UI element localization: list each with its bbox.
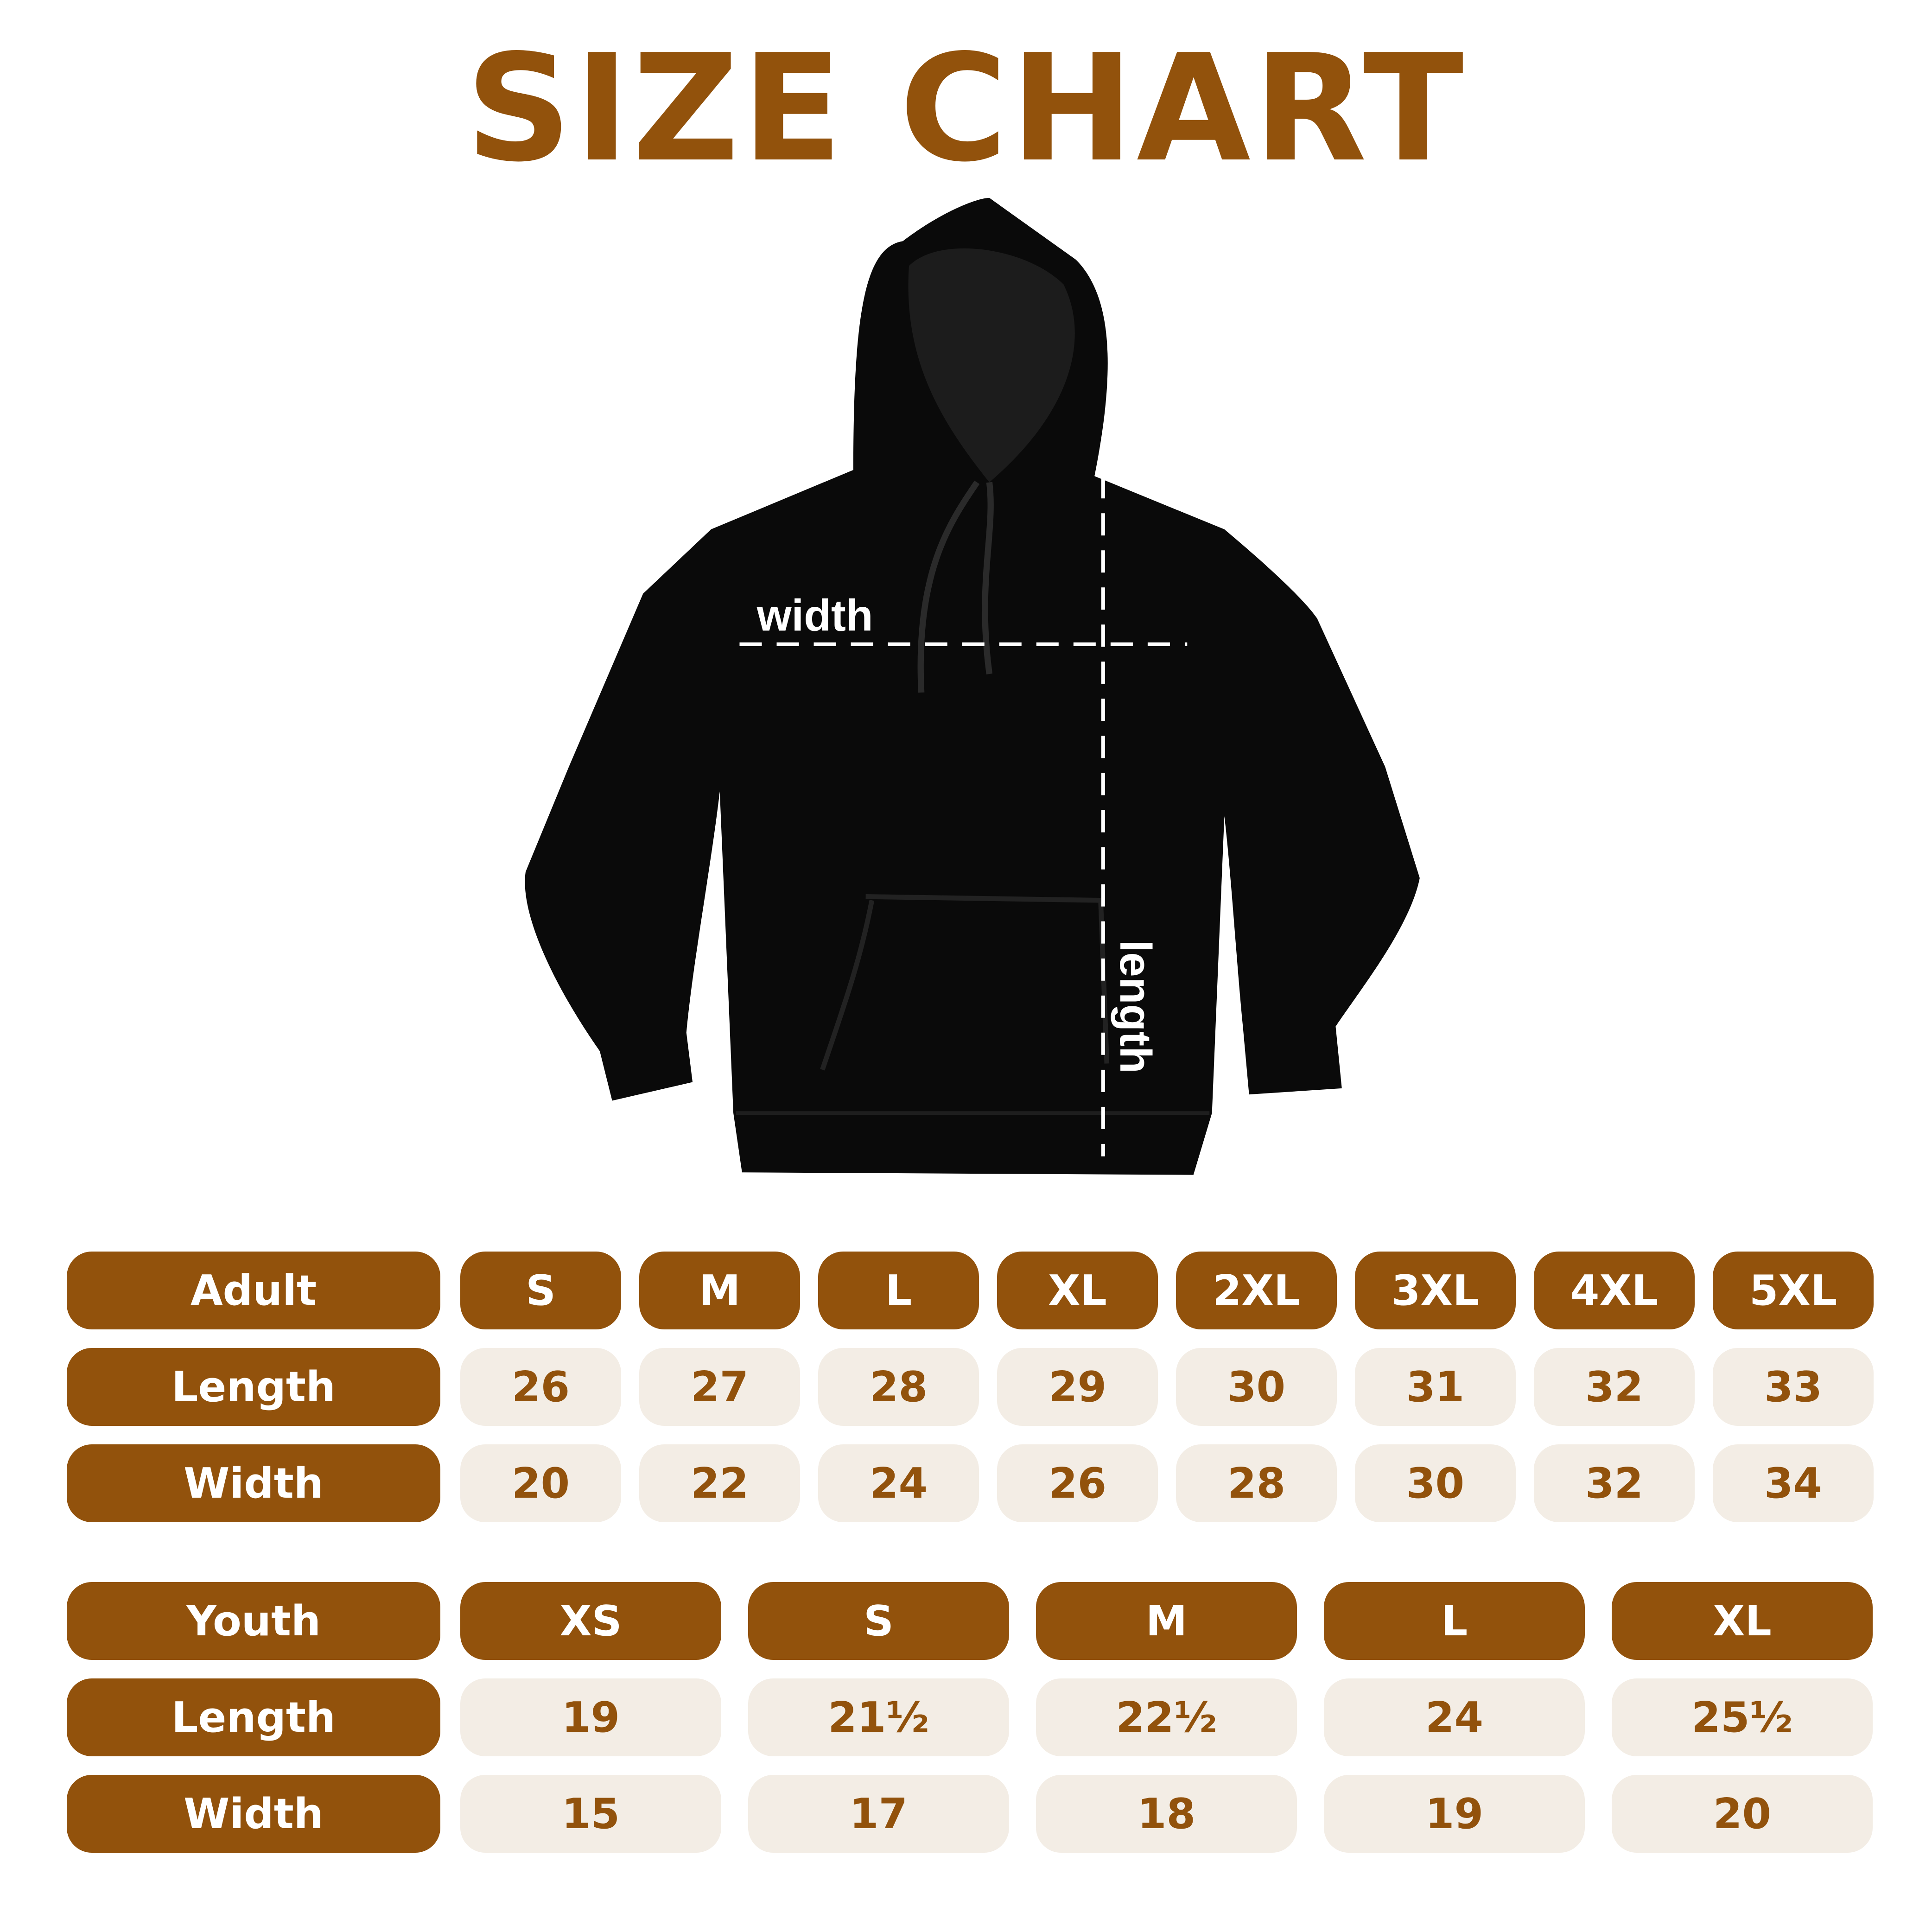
youth-size-header: XS <box>460 1582 721 1660</box>
adult-row-label: Width <box>67 1444 440 1522</box>
adult-cell: 22 <box>639 1444 800 1522</box>
hoodie-body <box>525 197 1420 1175</box>
youth-row-label: Length <box>67 1678 440 1756</box>
adult-cell: 30 <box>1355 1444 1516 1522</box>
adult-size-header: S <box>460 1252 621 1329</box>
youth-cell: 18 <box>1036 1775 1297 1853</box>
adult-size-header: M <box>639 1252 800 1329</box>
adult-size-header: 5XL <box>1713 1252 1874 1329</box>
adult-cell: 26 <box>460 1348 621 1426</box>
youth-cell: 20 <box>1612 1775 1873 1853</box>
adult-cell: 32 <box>1534 1348 1695 1426</box>
youth-row-label: Width <box>67 1775 440 1853</box>
adult-cell: 28 <box>1176 1444 1337 1522</box>
adult-size-header: XL <box>997 1252 1158 1329</box>
hood-opening <box>908 248 1075 483</box>
adult-cell: 26 <box>997 1444 1158 1522</box>
youth-cell: 24 <box>1324 1678 1585 1756</box>
adult-cell: 28 <box>818 1348 979 1426</box>
adult-size-header: 4XL <box>1534 1252 1695 1329</box>
adult-row-label: Length <box>67 1348 440 1426</box>
adult-cell: 33 <box>1713 1348 1874 1426</box>
youth-cell: 15 <box>460 1775 721 1853</box>
youth-cell: 19 <box>1324 1775 1585 1853</box>
adult-cell: 20 <box>460 1444 621 1522</box>
adult-size-header: 2XL <box>1176 1252 1337 1329</box>
adult-cell: 24 <box>818 1444 979 1522</box>
youth-cell: 19 <box>460 1678 721 1756</box>
youth-size-header: M <box>1036 1582 1297 1660</box>
adult-cell: 30 <box>1176 1348 1337 1426</box>
adult-cell: 27 <box>639 1348 800 1426</box>
adult-size-header: L <box>818 1252 979 1329</box>
youth-cell: 25½ <box>1612 1678 1873 1756</box>
adult-cell: 29 <box>997 1348 1158 1426</box>
adult-size-header: 3XL <box>1355 1252 1516 1329</box>
page-title: SIZE CHART <box>465 23 1467 194</box>
youth-header-label: Youth <box>67 1582 440 1660</box>
youth-cell: 22½ <box>1036 1678 1297 1756</box>
drawstring-left <box>917 480 980 693</box>
youth-cell: 21½ <box>748 1678 1009 1756</box>
youth-size-header: S <box>748 1582 1009 1660</box>
adult-cell: 31 <box>1355 1348 1516 1426</box>
youth-cell: 17 <box>748 1775 1009 1853</box>
adult-header-label: Adult <box>67 1252 440 1329</box>
youth-size-header: XL <box>1612 1582 1873 1660</box>
adult-cell: 32 <box>1534 1444 1695 1522</box>
drawstring-right <box>982 482 994 674</box>
youth-size-header: L <box>1324 1582 1585 1660</box>
adult-cell: 34 <box>1713 1444 1874 1522</box>
width-label: width <box>756 591 873 641</box>
length-label: length <box>1111 940 1160 1074</box>
